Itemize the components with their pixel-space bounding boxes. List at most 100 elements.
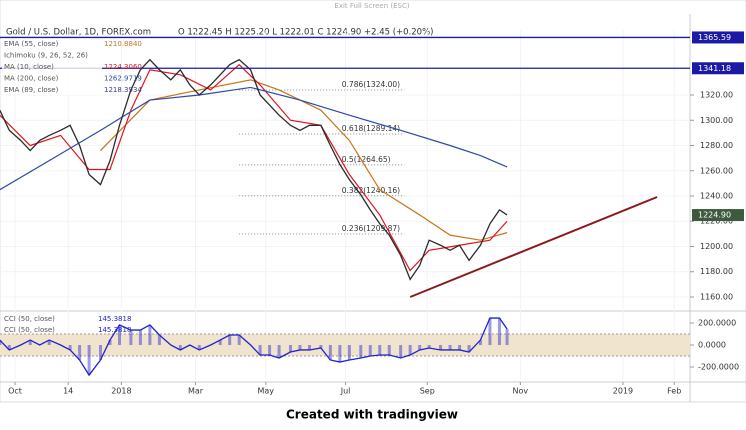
cci-bar xyxy=(178,345,182,350)
legend-box xyxy=(2,73,102,84)
exit-fullscreen[interactable]: Exit Full Screen (ESC) xyxy=(334,2,409,10)
cci-bar xyxy=(228,334,232,346)
cci-legend-name: CCI (50, close) xyxy=(4,326,55,334)
cci-bar xyxy=(197,345,201,350)
legend-box xyxy=(2,50,102,61)
legend-name: MA (10, close) xyxy=(4,63,54,71)
cci-band xyxy=(0,334,690,357)
legend-name: MA (200, close) xyxy=(4,75,59,83)
y-tick-label: 1280.00 xyxy=(700,141,733,150)
cci-bar xyxy=(307,345,311,350)
cci-bar xyxy=(7,345,11,350)
cci-bar xyxy=(157,334,161,346)
cci-bar xyxy=(0,340,2,346)
y-tick-label: 1160.00 xyxy=(700,292,733,301)
ohlc: O 1222.45 H 1225.20 L 1222.01 C 1224.90 … xyxy=(178,28,433,38)
legend-value: 1224.3060 xyxy=(104,63,142,71)
cci-bar xyxy=(427,345,431,348)
y-tick-label: 1220.00 xyxy=(700,217,733,226)
cci-line xyxy=(0,317,508,377)
legend-value: 1210.8840 xyxy=(104,40,142,48)
cci-bar xyxy=(328,345,332,360)
cci-bar xyxy=(108,340,112,346)
legend-value: 1218.3934 xyxy=(104,86,142,94)
chart-title: Gold / U.S. Dollar, 1D, FOREX.com xyxy=(6,28,151,38)
cci-bar xyxy=(98,345,102,360)
trend-line xyxy=(409,196,658,298)
footer: Created with tradingview xyxy=(286,408,458,422)
cci-bar xyxy=(368,345,372,357)
x-tick-label: Nov xyxy=(513,387,529,396)
price-level-box xyxy=(692,62,744,75)
legend-box xyxy=(2,62,102,72)
x-tick-label: Jul xyxy=(340,387,351,396)
cci-bar xyxy=(378,345,382,356)
y-tick-label: 1240.00 xyxy=(700,192,733,201)
legend-name: EMA (55, close) xyxy=(4,40,59,48)
y-tick-label: 1300.00 xyxy=(700,116,733,125)
x-tick-label: Feb xyxy=(667,387,681,396)
cci-bar xyxy=(448,345,452,350)
cci-bar xyxy=(347,345,351,360)
cci-bar xyxy=(148,324,152,346)
x-tick-label: Sep xyxy=(420,387,435,396)
cci-bar xyxy=(488,318,492,346)
cci-legend-value: 145.3818 xyxy=(98,326,131,334)
fib-label: 0.5(1264.65) xyxy=(342,155,391,164)
x-tick-label: 2018 xyxy=(111,387,131,396)
indicator-line xyxy=(100,79,508,241)
price-level-label: 1341.18 xyxy=(698,64,731,73)
cci-bar xyxy=(387,345,391,356)
cci-bar xyxy=(268,345,272,356)
cci-bar xyxy=(319,345,323,348)
cci-bar xyxy=(78,345,82,360)
cci-bar xyxy=(359,345,363,358)
cci-tick-label: 0.0000 xyxy=(698,341,726,350)
cci-bar xyxy=(497,318,501,346)
legend-box xyxy=(2,85,102,95)
legend-name: EMA (89, close) xyxy=(4,86,59,94)
y-tick-label: 1180.00 xyxy=(700,267,733,276)
cci-bar xyxy=(439,345,443,350)
price-line xyxy=(0,58,508,281)
y-tick-label: 1260.00 xyxy=(700,166,733,175)
cci-bar xyxy=(399,345,403,358)
fib-label: 0.618(1289.14) xyxy=(342,124,400,133)
cci-bar xyxy=(47,340,51,346)
price-level-box xyxy=(692,31,744,44)
cci-bar xyxy=(418,345,422,350)
y-tick-label: 1200.00 xyxy=(700,242,733,251)
x-tick-label: 14 xyxy=(63,387,73,396)
cci-tick-label: -200.0000 xyxy=(698,363,739,372)
y-tick-label: 1320.00 xyxy=(700,91,733,100)
x-tick-label: Oct xyxy=(8,387,22,396)
cci-bar xyxy=(288,345,292,353)
cci-bar xyxy=(117,324,121,346)
price-level-label: 1365.59 xyxy=(698,33,731,42)
x-tick-label: Mar xyxy=(188,387,204,396)
cci-bar xyxy=(338,345,342,363)
cci-bar xyxy=(218,340,222,346)
cci-legend-value: 145.3818 xyxy=(98,315,131,323)
cci-bar xyxy=(138,330,142,346)
cci-bar xyxy=(87,345,91,376)
legend-name: Ichimoku (9, 26, 52, 26) xyxy=(4,52,88,60)
last-price-box xyxy=(692,209,744,222)
cci-bar xyxy=(28,340,32,346)
fib-label: 0.382(1240.16) xyxy=(342,186,400,195)
cci-bar xyxy=(408,345,412,356)
x-tick-label: May xyxy=(258,387,275,396)
cci-tick-label: 200.0000 xyxy=(698,319,736,328)
cci-bar xyxy=(467,345,471,353)
cci-bar xyxy=(478,340,482,346)
cci-bar xyxy=(68,345,72,350)
cci-bar xyxy=(258,345,262,356)
fib-label: 0.236(1209.87) xyxy=(342,224,400,233)
cci-bar xyxy=(298,345,302,350)
legend-value: 1262.9719 xyxy=(104,75,142,83)
cci-legend-name: CCI (50, close) xyxy=(4,315,55,323)
indicator-line xyxy=(0,63,508,272)
cci-bar xyxy=(129,330,133,346)
fib-label: 0.786(1324.00) xyxy=(342,80,400,89)
